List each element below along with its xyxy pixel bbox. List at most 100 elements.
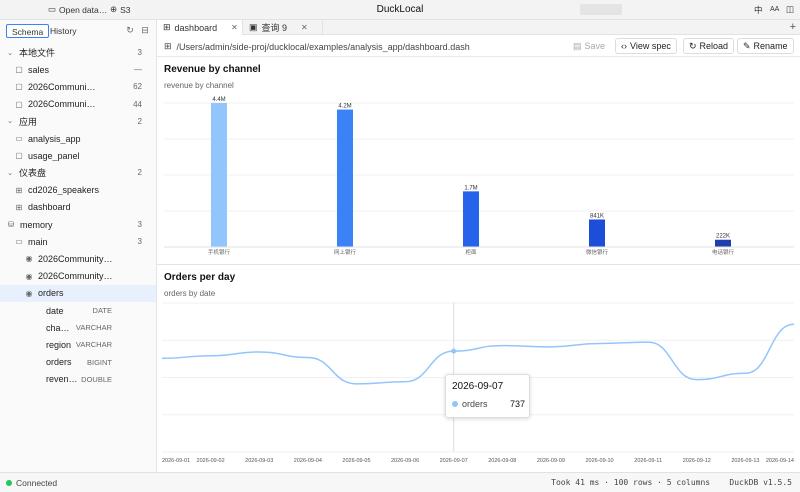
bar[interactable] (337, 109, 353, 247)
column-type: DOUBLE (81, 374, 112, 384)
tree-item-label: 应用 (19, 116, 38, 127)
grid-icon: ⊞ (164, 41, 172, 51)
tree-item-label: date (46, 305, 64, 316)
eye-icon: ◉ (25, 288, 33, 298)
chart-tooltip: 2026-09-07 orders 737 (445, 374, 530, 418)
panel-subtitle: revenue by channel (164, 81, 234, 90)
path-bar: ⊞ /Users/admin/side-proj/ducklocal/examp… (157, 35, 800, 57)
column-item[interactable]: region VARCHAR (0, 336, 156, 353)
tree-item[interactable]: ⌄ 仪表盘 2 (0, 164, 156, 181)
item-count: 44 (133, 99, 142, 109)
tree-item[interactable]: ⌄ 应用 2 (0, 113, 156, 130)
tree-item-label: 2026Community… (38, 253, 113, 264)
revenue-panel: Revenue by channel revenue by channel 4.… (157, 57, 800, 264)
column-item[interactable]: reven… DOUBLE (0, 371, 156, 388)
tree-item-label: cha… (46, 322, 70, 333)
tab-dashboard[interactable]: ⊞ dashboard ✕ (157, 20, 243, 35)
add-tab-button[interactable]: + (789, 21, 796, 33)
tree-item-label: orders (46, 357, 72, 368)
bar[interactable] (715, 239, 731, 247)
view-spec-button[interactable]: ‹› View spec (615, 38, 677, 54)
file-path: /Users/admin/side-proj/ducklocal/example… (176, 41, 470, 52)
column-type: VARCHAR (75, 340, 112, 350)
data-label: 1.7M (464, 185, 477, 191)
tick-label: 2026-09-06 (391, 458, 419, 464)
bar[interactable] (589, 219, 605, 247)
save-button[interactable]: ▤ Save (567, 38, 612, 54)
language-toggle[interactable]: 中 (754, 5, 763, 15)
eye-icon: ◉ (25, 254, 33, 264)
collapse-icon[interactable]: ⊟ (141, 25, 149, 35)
refresh-icon[interactable]: ↻ (126, 25, 134, 35)
tooltip-series: orders (462, 399, 488, 409)
panel-icon: ◫ (786, 4, 795, 14)
tree-item[interactable]: ▢ 2026Communi… 62 (0, 78, 156, 95)
tree-item[interactable]: ◉ orders (0, 284, 156, 302)
item-count: 3 (137, 237, 142, 247)
panel-title: Orders per day (164, 272, 236, 283)
rename-button[interactable]: ✎ Rename (737, 38, 794, 54)
tree-item[interactable]: ▭ main 3 (0, 233, 156, 250)
bar[interactable] (463, 191, 479, 247)
bar[interactable] (211, 103, 227, 247)
tree-item[interactable]: ▢ 2026Communi… 44 (0, 96, 156, 113)
tree-item-label: analysis_app (28, 133, 81, 144)
item-count: 62 (133, 82, 142, 92)
status-bar: Connected Took 41 ms · 100 rows · 5 colu… (0, 472, 800, 492)
tick-label: 2026-09-08 (488, 458, 516, 464)
column-item[interactable]: date DATE (0, 302, 156, 319)
reload-button[interactable]: ↻ Reload (683, 38, 735, 54)
tree-item-label: sales (28, 64, 50, 75)
tab-query-9[interactable]: ▣ 查询 9 ✕ (243, 20, 323, 35)
panel-title: Revenue by channel (164, 64, 261, 75)
file-icon: ▢ (15, 65, 23, 75)
query-summary: Took 41 ms · 100 rows · 5 columns DuckDB… (551, 478, 792, 487)
series-line-orders[interactable] (161, 323, 795, 385)
data-point[interactable] (451, 348, 457, 354)
grid-icon: ⊞ (15, 185, 23, 195)
tick-label: 2026-09-04 (294, 458, 322, 464)
reload-icon: ↻ (689, 41, 697, 51)
tree-item[interactable]: ⊞ dashboard (0, 199, 156, 216)
tree-item[interactable]: ▢ usage_panel (0, 147, 156, 164)
tab-schema[interactable]: Schema (6, 24, 50, 38)
column-item[interactable]: orders BIGINT (0, 354, 156, 371)
tree-item-label: 2026Community… (38, 271, 113, 282)
save-icon: ▤ (573, 41, 582, 51)
data-label: 222K (716, 234, 730, 240)
tree-item-label: 2026Communi… (28, 99, 96, 110)
tick-label: 电话银行 (712, 248, 735, 256)
tree-item-label: dashboard (28, 202, 71, 213)
data-label: 4.2M (338, 104, 351, 110)
tree-item-label: 仪表盘 (19, 168, 47, 179)
file-icon: ▢ (15, 82, 23, 92)
tick-label: 微信银行 (586, 248, 609, 256)
tree-item[interactable]: ◉ 2026Community… (0, 250, 156, 267)
font-size-toggle[interactable]: AA (770, 6, 780, 13)
close-icon[interactable]: ✕ (231, 23, 238, 32)
tick-label: 2026-09-14 (766, 458, 794, 464)
tree-item-label: cd2026_speakers (28, 185, 100, 196)
panel-divider (157, 264, 800, 265)
tree-item[interactable]: ⊞ cd2026_speakers (0, 182, 156, 199)
title-placeholder-pill (580, 4, 622, 15)
layout-toggle[interactable]: ◫ (786, 4, 794, 15)
tab-history[interactable]: History (50, 26, 77, 36)
close-icon[interactable]: ✕ (301, 23, 308, 32)
open-data-button[interactable]: ▭ Open data… (48, 4, 108, 15)
database-icon: ⛁ (7, 220, 15, 229)
tree-item[interactable]: ◉ 2026Community… (0, 268, 156, 285)
tree-item[interactable]: ⛁ memory 3 (0, 216, 156, 233)
tick-label: 手机银行 (208, 248, 231, 256)
tick-label: 2026-09-07 (440, 458, 468, 464)
item-count: 2 (137, 116, 142, 126)
connection-status: Connected (16, 478, 58, 488)
tree-item[interactable]: ▭ analysis_app (0, 130, 156, 147)
column-item[interactable]: cha… VARCHAR (0, 319, 156, 336)
tree-item-label: orders (38, 288, 64, 299)
tree-item[interactable]: ⌄ 本地文件 3 (0, 44, 156, 61)
s3-button[interactable]: ⊕ S3 (110, 4, 131, 15)
tick-label: 2026-09-12 (683, 458, 711, 464)
tree-item-label: main (28, 236, 48, 247)
tree-item[interactable]: ▢ sales — (0, 61, 156, 78)
